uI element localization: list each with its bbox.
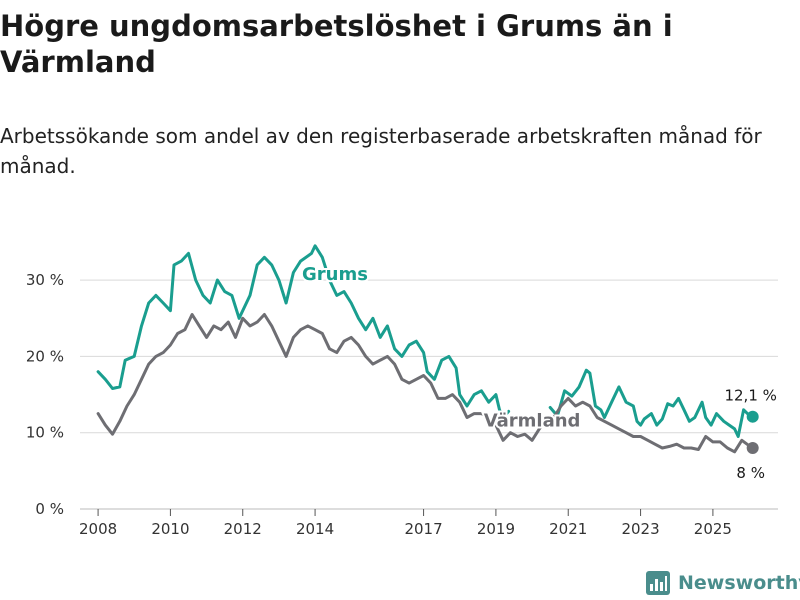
end-point-varmland xyxy=(746,441,759,454)
x-tick-label: 2017 xyxy=(404,520,442,538)
x-axis: 2008 2010 2012 2014 2017 2019 2021 2023 2025 xyxy=(79,509,732,538)
x-tick-label: 2021 xyxy=(549,520,587,538)
series-line-grums-1 xyxy=(96,244,511,419)
x-tick-label: 2010 xyxy=(151,520,189,538)
end-point-grums xyxy=(746,410,759,423)
brand-name: Newsworthy xyxy=(678,572,800,594)
y-tick-label: 20 % xyxy=(26,347,64,365)
x-tick-label: 2008 xyxy=(79,520,117,538)
y-tick-label: 30 % xyxy=(26,271,64,289)
y-tick-label: 0 % xyxy=(35,500,64,518)
series-line-grums-2 xyxy=(548,368,755,438)
end-value-label-grums: 12,1 % xyxy=(724,387,776,405)
series-label-varmland: Värmland xyxy=(484,411,581,432)
x-tick-label: 2012 xyxy=(224,520,262,538)
x-tick-label: 2025 xyxy=(694,520,732,538)
series-line-varmland xyxy=(96,313,755,454)
y-tick-label: 10 % xyxy=(26,424,64,442)
end-value-label-varmland: 8 % xyxy=(736,464,765,482)
series-layer xyxy=(96,244,759,454)
newsworthy-logo: Newsworthy xyxy=(645,568,800,598)
x-tick-label: 2019 xyxy=(477,520,515,538)
label-layer: Grums Värmland 12,1 % 8 % xyxy=(300,262,777,482)
chart-title: Högre ungdomsarbetslöshet i Grums än i V… xyxy=(0,9,673,79)
x-tick-label: 2023 xyxy=(621,520,659,538)
x-tick-label: 2014 xyxy=(296,520,334,538)
grid-layer: 0 % 10 % 20 % 30 % xyxy=(26,271,778,518)
newsworthy-icon xyxy=(646,571,670,595)
chart-subtitle: Arbetssökande som andel av den registerb… xyxy=(0,124,762,178)
series-label-grums: Grums xyxy=(302,264,368,285)
